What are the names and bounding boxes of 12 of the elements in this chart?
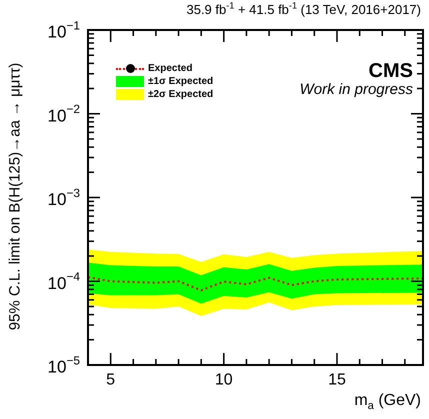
line-series <box>88 276 423 292</box>
x-tick-label: 15 <box>328 371 346 388</box>
annotation: CMS <box>368 60 413 83</box>
legend-label: ±1σ Expected <box>148 76 214 87</box>
legend-label: ±2σ Expected <box>148 89 214 100</box>
x-tick-label: 10 <box>214 371 233 388</box>
x-tick-label: 5 <box>106 371 116 388</box>
legend-label: Expected <box>148 63 192 74</box>
annotation: Work in progress <box>300 81 413 98</box>
chart-title: 35.9 fb$^{-1}$ + 41.5 fb$^{-1}$ (13 TeV, 2016+2017) <box>186 0 421 17</box>
x-axis-title: m$_{a}$ (GeV) <box>354 392 421 412</box>
y-axis-title: 95% C.L. limit on B(H(125)→aa → μμττ) <box>6 62 24 332</box>
